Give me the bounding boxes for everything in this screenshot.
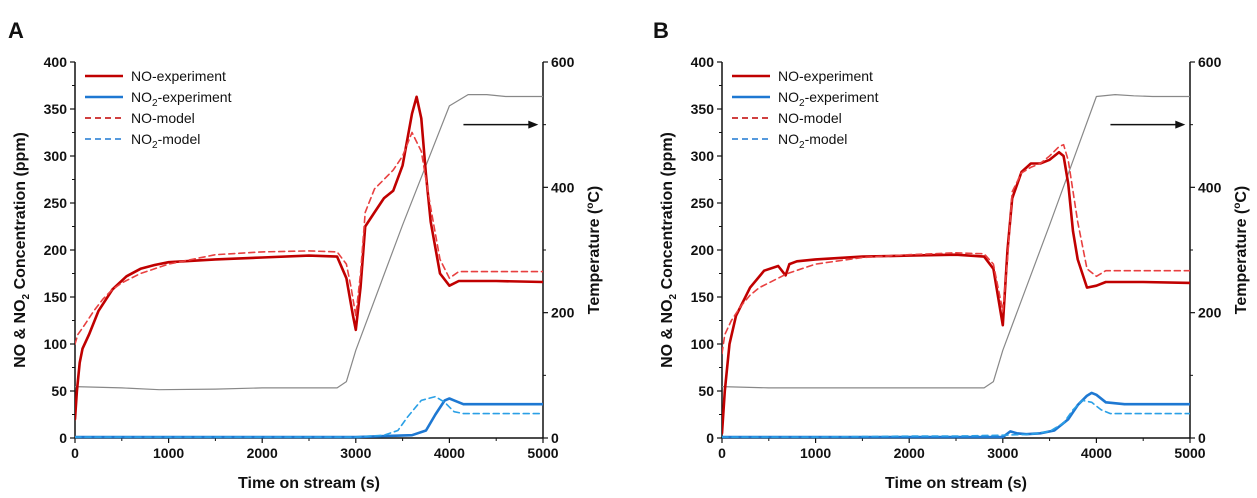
label-part: NO (131, 89, 152, 105)
y-tick-label: 250 (44, 195, 68, 211)
label-part: 2 (21, 293, 32, 299)
label-part: 2 (152, 98, 158, 109)
legend-label-no-exp: NO-experiment (131, 68, 226, 84)
label-part: Concentration (ppm) (12, 132, 29, 294)
label-part: Temperature ( (586, 208, 603, 314)
x-axis-label: Time on stream (s) (885, 475, 1027, 492)
panel-letter: A (8, 18, 24, 43)
label-part: o (1232, 203, 1243, 209)
chart-panel-B: B0 1000 2000 3000 4000 5000050100150200250300… (653, 18, 1250, 492)
label-part: Concentration (ppm) (659, 132, 676, 294)
y-tick-label: 200 (44, 242, 68, 258)
y-tick-label: 400 (691, 54, 715, 70)
y-tick-label: 300 (691, 148, 715, 164)
legend-label-no-exp: NO-experiment (778, 68, 873, 84)
y-tick-label: 50 (698, 383, 714, 399)
series-temperature (722, 94, 1190, 389)
legend-label-no2-model: NO2-model (131, 131, 200, 151)
y-tick-label: 200 (691, 242, 715, 258)
annotation-arrow-head (1175, 120, 1186, 129)
series-no-experiment (722, 150, 1190, 435)
y-axis-label: NO & NO2 Concentration (ppm) (12, 132, 32, 368)
y-tick-label: 50 (51, 383, 67, 399)
legend-label-no2-model: NO2-model (778, 131, 847, 151)
label-part: -model (805, 131, 848, 147)
x-tick-label: 3000 (340, 445, 371, 461)
x-tick-label: 0 (718, 445, 726, 461)
label-part: -experiment (158, 89, 232, 105)
series-no2-model (75, 395, 543, 438)
y-tick-label: 150 (44, 289, 68, 305)
label-part: Temperature ( (1233, 208, 1250, 314)
y2-tick-label: 200 (551, 305, 575, 321)
label-part: NO-model (131, 110, 195, 126)
x-tick-label: 5000 (1174, 445, 1205, 461)
y-tick-label: 100 (44, 336, 68, 352)
x-axis-label: Time on stream (s) (238, 475, 380, 492)
label-part: NO (778, 131, 799, 147)
label-part: -experiment (805, 89, 879, 105)
y2-tick-label: 0 (551, 430, 559, 446)
label-part: NO (131, 131, 152, 147)
x-tick-label: 3000 (987, 445, 1018, 461)
label-part: NO-model (778, 110, 842, 126)
label-part: C) (586, 186, 603, 203)
y-tick-label: 150 (691, 289, 715, 305)
label-part: NO & NO (12, 299, 29, 367)
y-tick-label: 300 (44, 148, 68, 164)
series-no2-experiment (75, 397, 543, 439)
label-part: NO & NO (659, 299, 676, 367)
x-tick-label: 4000 (434, 445, 465, 461)
label-part: 2 (668, 293, 679, 299)
y-tick-label: 400 (44, 54, 68, 70)
label-part: 2 (799, 140, 805, 151)
y-tick-label: 100 (691, 336, 715, 352)
y2-axis-label: Temperature (oC) (1232, 186, 1250, 315)
y2-tick-label: 200 (1198, 305, 1222, 321)
label-part: 2 (152, 140, 158, 151)
legend-label-no-model: NO-model (778, 110, 842, 126)
x-tick-label: 1000 (800, 445, 831, 461)
series-no-model (722, 143, 1190, 355)
x-tick-label: 4000 (1081, 445, 1112, 461)
y2-tick-label: 400 (1198, 179, 1222, 195)
label-part: 2 (799, 98, 805, 109)
label-part: NO-experiment (131, 68, 226, 84)
y-tick-label: 350 (691, 101, 715, 117)
y-tick-label: 350 (44, 101, 68, 117)
x-tick-label: 5000 (527, 445, 558, 461)
label-part: o (585, 203, 596, 209)
y2-tick-label: 600 (551, 54, 575, 70)
y-tick-label: 0 (59, 430, 67, 446)
y-axis-label: NO & NO2 Concentration (ppm) (659, 132, 679, 368)
label-part: C) (1233, 186, 1250, 203)
panel-letter: B (653, 18, 669, 43)
label-part: -model (158, 131, 201, 147)
series-no2-experiment (722, 391, 1190, 439)
label-part: NO-experiment (778, 68, 873, 84)
annotation-arrow-head (528, 120, 539, 129)
y2-tick-label: 600 (1198, 54, 1222, 70)
legend-label-no2-exp: NO2-experiment (131, 89, 232, 109)
y2-tick-label: 400 (551, 179, 575, 195)
y2-tick-label: 0 (1198, 430, 1206, 446)
label-part: NO (778, 89, 799, 105)
legend-label-no-model: NO-model (131, 110, 195, 126)
y-tick-label: 0 (706, 430, 714, 446)
chart-panel-A: A0 1000 2000 3000 4000 5000050100150200250300… (8, 18, 603, 492)
series-temperature (75, 94, 543, 391)
x-tick-label: 0 (71, 445, 79, 461)
x-tick-label: 1000 (153, 445, 184, 461)
x-tick-label: 2000 (247, 445, 278, 461)
series-no-model (75, 131, 543, 345)
x-tick-label: 2000 (894, 445, 925, 461)
legend-label-no2-exp: NO2-experiment (778, 89, 879, 109)
series-no2-model (722, 399, 1190, 438)
y-tick-label: 250 (691, 195, 715, 211)
y2-axis-label: Temperature (oC) (585, 186, 603, 315)
